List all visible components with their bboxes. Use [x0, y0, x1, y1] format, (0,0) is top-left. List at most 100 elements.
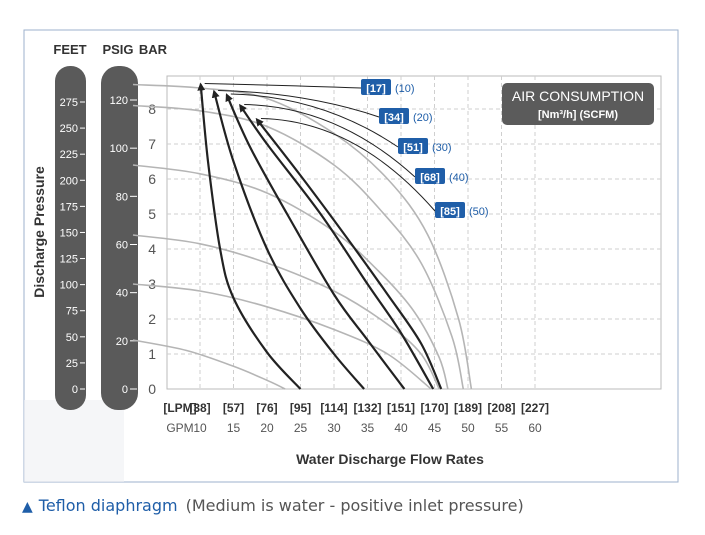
x-tick-lpm: [76]: [256, 401, 277, 415]
x-tick-lpm: [208]: [487, 401, 515, 415]
x-tick-gpm: 35: [361, 421, 375, 435]
feet-tick-label: 50: [66, 332, 78, 344]
air-label-nm3h: [34]: [384, 112, 404, 124]
feet-tick-label: 0: [72, 384, 78, 396]
bar-tick-label: 2: [148, 311, 156, 327]
air-curve: [197, 82, 302, 390]
x-tick-gpm: 55: [495, 421, 509, 435]
psig-tick-label: 40: [116, 288, 128, 300]
x-tick-gpm: 25: [294, 421, 308, 435]
air-label-nm3h: [51]: [403, 142, 423, 154]
air-label-scfm: (10): [395, 83, 415, 95]
x-tick-lpm: [114]: [320, 401, 347, 415]
legend-title: AIR CONSUMPTION: [512, 88, 644, 104]
label-leader-line: [230, 93, 399, 148]
air-label-scfm: (40): [449, 172, 469, 184]
air-label-box: [361, 79, 391, 95]
air-label-nm3h: [85]: [440, 206, 460, 218]
x-tick-gpm: 50: [461, 421, 475, 435]
x-tick-lpm: [38]: [189, 401, 210, 415]
bar-tick-label: 8: [148, 101, 156, 117]
x-tick-lpm: [151]: [387, 401, 415, 415]
feet-tick-label: 200: [60, 175, 78, 187]
x-tick-lpm: [95]: [290, 401, 311, 415]
x-tick-gpm: 20: [260, 421, 274, 435]
feet-tick-label: 175: [60, 201, 78, 213]
bar-axis-ticks: 0 1 2 3 4 5 6 7 8: [148, 101, 156, 397]
label-leader-line: [218, 90, 380, 118]
air-label-box: [379, 108, 409, 124]
psig-scale-ticks: 0 20 40 60 80 100 120: [110, 95, 137, 396]
feet-tick-label: 250: [60, 123, 78, 135]
grey-curve: [132, 339, 286, 390]
feet-tick-label: 25: [66, 358, 78, 370]
x-tick-lpm: [LPM]: [163, 401, 196, 415]
bar-scale-label: BAR: [139, 42, 168, 57]
legend-box: [502, 83, 654, 125]
bar-tick-label: 6: [148, 171, 156, 187]
air-curve: [239, 103, 435, 390]
caption-note: (Medium is water - positive inlet pressu…: [185, 496, 524, 515]
x-axis-title: Water Discharge Flow Rates: [296, 451, 484, 467]
psig-tick-label: 60: [116, 240, 128, 252]
x-tick-gpm: 15: [227, 421, 241, 435]
caption: ▲ Teflon diaphragm (Medium is water - posi…: [22, 496, 524, 515]
psig-tick-label: 80: [116, 191, 128, 203]
y-axis-title: Discharge Pressure: [31, 166, 47, 298]
label-leader-line: [204, 83, 362, 89]
psig-tick-label: 20: [116, 336, 128, 348]
frame-shade: [24, 400, 124, 482]
air-label-nm3h: [17]: [366, 83, 386, 95]
label-leader-line: [244, 104, 416, 178]
psig-tick-label: 100: [110, 143, 128, 155]
feet-scale-ticks: 0 25 50 75 100 125 150 175 200 225 250 275: [60, 97, 85, 396]
x-axis-ticks: [LPM][38] [57] [76] [95] [114] [132] [151] [170…: [163, 401, 549, 435]
plot-area: [166, 75, 662, 390]
air-curve: [255, 117, 443, 390]
air-curve: [211, 89, 365, 390]
feet-tick-label: 275: [60, 97, 78, 109]
x-tick-gpm: 45: [428, 421, 442, 435]
feet-tick-label: 75: [66, 306, 78, 318]
x-tick-gpm: 40: [394, 421, 408, 435]
air-curve: [225, 93, 406, 390]
x-tick-lpm: [132]: [353, 401, 381, 415]
x-tick-gpm: GPM: [166, 421, 193, 435]
psig-scale-bar: [101, 66, 138, 410]
psig-tick-label: 0: [122, 384, 128, 396]
bar-tick-label: 3: [148, 276, 156, 292]
legend: AIR CONSUMPTION [Nm³/h] (SCFM): [502, 83, 654, 125]
feet-scale-label: FEET: [53, 42, 86, 57]
triangle-up-icon: ▲: [22, 499, 33, 515]
label-leader-line: [260, 118, 436, 212]
x-tick-lpm: [170]: [420, 401, 448, 415]
legend-subtitle: [Nm³/h] (SCFM): [538, 109, 618, 121]
air-label-scfm: (30): [432, 142, 452, 154]
feet-tick-label: 100: [60, 280, 78, 292]
grey-curve: [132, 104, 465, 390]
grey-curve: [132, 283, 432, 390]
feet-tick-label: 125: [60, 254, 78, 266]
grey-curve: [132, 83, 473, 390]
air-label-scfm: (20): [413, 112, 433, 124]
bar-tick-label: 7: [148, 136, 156, 152]
x-tick-gpm: 10: [193, 421, 207, 435]
bar-tick-label: 1: [148, 346, 156, 362]
x-tick-gpm: 60: [528, 421, 542, 435]
feet-tick-label: 150: [60, 227, 78, 239]
air-label-box: [415, 168, 445, 184]
x-tick-gpm: 30: [327, 421, 341, 435]
bar-tick-label: 5: [148, 206, 156, 222]
air-label-box: [398, 138, 428, 154]
air-consumption-curves: [17] (10) [34] (20) [51] (30) [68] (40) [85] (50): [197, 79, 489, 390]
air-label-nm3h: [68]: [420, 172, 440, 184]
feet-scale-bar: [55, 66, 86, 410]
bar-tick-label: 0: [148, 381, 156, 397]
psig-scale-label: PSIG: [102, 42, 133, 57]
x-tick-lpm: [189]: [454, 401, 482, 415]
air-label-scfm: (50): [469, 206, 489, 218]
psig-tick-label: 120: [110, 95, 128, 107]
feet-tick-label: 225: [60, 149, 78, 161]
bar-tick-label: 4: [148, 241, 156, 257]
